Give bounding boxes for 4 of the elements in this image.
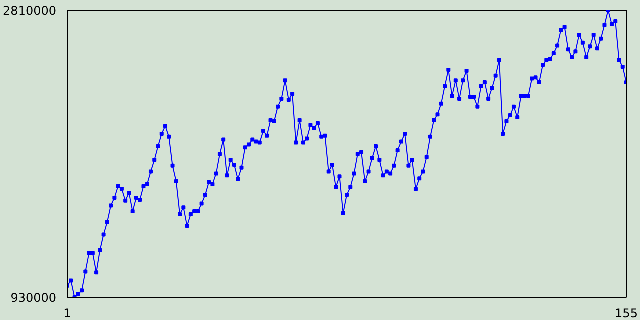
y-tick-label: 2810000 <box>3 4 57 18</box>
x-tick-label: 155 <box>615 306 638 320</box>
x-tick-label: 1 <box>64 306 72 320</box>
y-tick-label: 930000 <box>10 291 57 305</box>
